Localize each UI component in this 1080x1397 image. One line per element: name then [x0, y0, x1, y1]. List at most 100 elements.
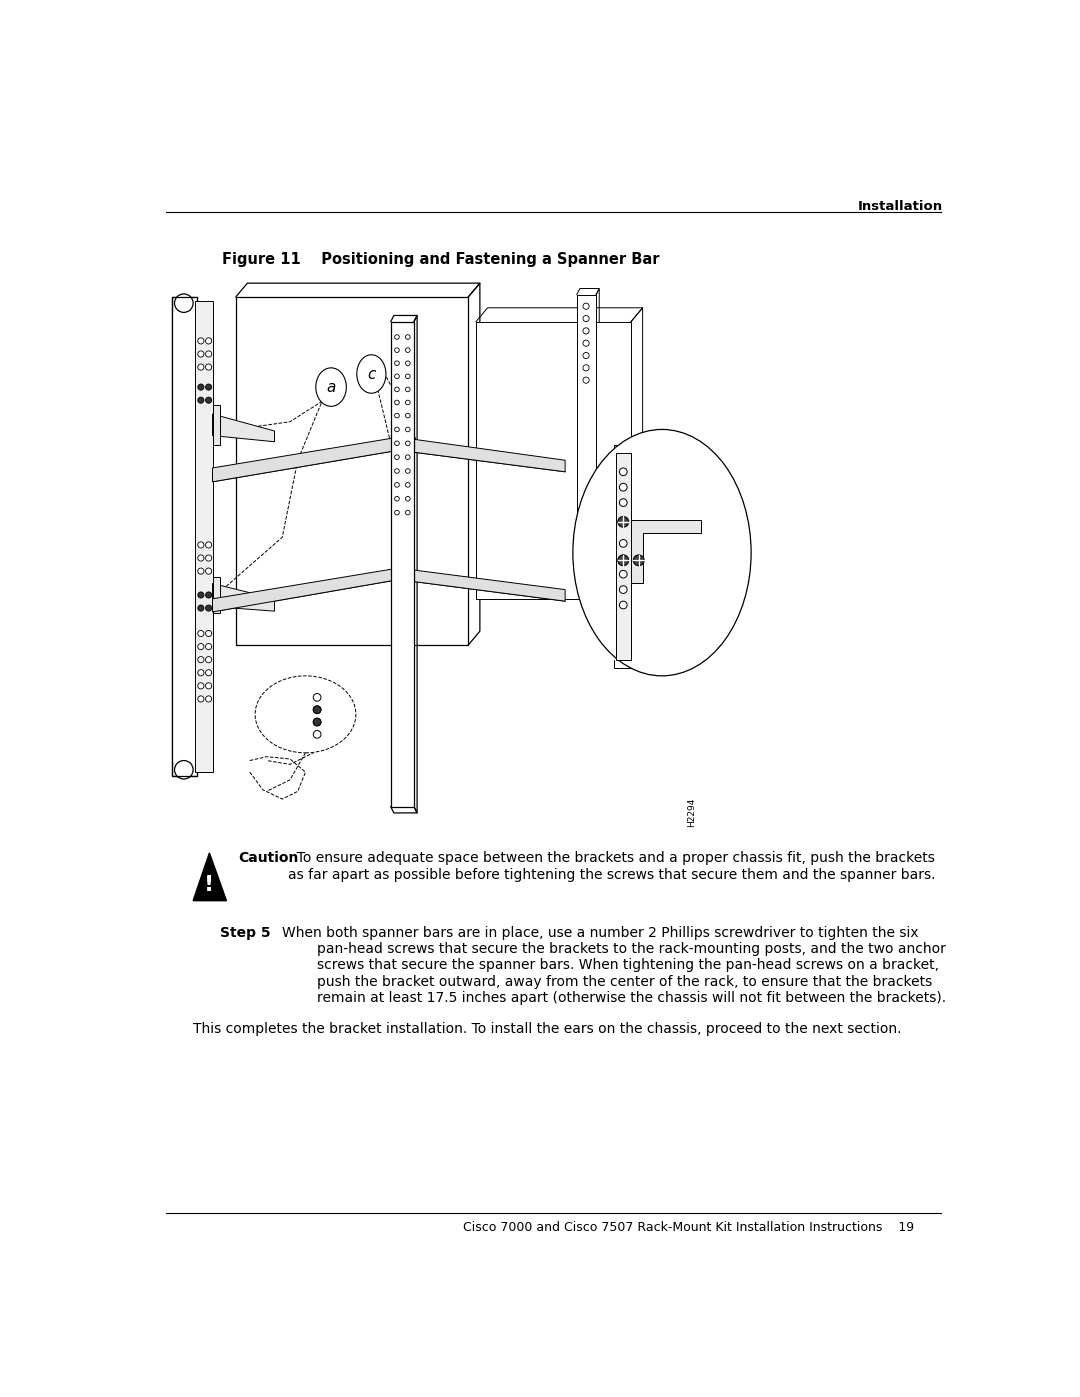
Circle shape	[583, 328, 590, 334]
Circle shape	[205, 683, 212, 689]
Circle shape	[198, 351, 204, 358]
Circle shape	[198, 384, 204, 390]
Circle shape	[405, 427, 410, 432]
Circle shape	[313, 705, 321, 714]
Circle shape	[394, 455, 400, 460]
Polygon shape	[193, 854, 227, 901]
Circle shape	[405, 496, 410, 502]
Circle shape	[205, 696, 212, 703]
Circle shape	[583, 352, 590, 359]
Circle shape	[618, 517, 629, 527]
Ellipse shape	[255, 676, 356, 753]
Circle shape	[205, 338, 212, 344]
Polygon shape	[577, 295, 596, 553]
Circle shape	[198, 397, 204, 404]
Circle shape	[619, 601, 627, 609]
Circle shape	[633, 555, 644, 566]
Circle shape	[619, 539, 627, 548]
Circle shape	[619, 499, 627, 507]
Polygon shape	[213, 405, 220, 444]
Circle shape	[198, 338, 204, 344]
Text: H2294: H2294	[687, 798, 696, 827]
Circle shape	[205, 542, 212, 548]
Text: When both spanner bars are in place, use a number 2 Phillips screwdriver to tigh: When both spanner bars are in place, use…	[282, 926, 946, 1004]
Circle shape	[198, 569, 204, 574]
Circle shape	[583, 339, 590, 346]
Text: Step 5: Step 5	[220, 926, 271, 940]
Circle shape	[583, 365, 590, 372]
Polygon shape	[213, 414, 274, 441]
Ellipse shape	[572, 429, 751, 676]
Circle shape	[394, 496, 400, 502]
Circle shape	[198, 669, 204, 676]
Circle shape	[198, 644, 204, 650]
Circle shape	[394, 360, 400, 366]
Circle shape	[405, 400, 410, 405]
Circle shape	[198, 592, 204, 598]
Circle shape	[198, 365, 204, 370]
Circle shape	[405, 335, 410, 339]
Text: !: !	[204, 876, 215, 895]
Circle shape	[205, 669, 212, 676]
Text: a: a	[326, 380, 336, 394]
Circle shape	[394, 400, 400, 405]
Circle shape	[619, 483, 627, 490]
Circle shape	[198, 605, 204, 610]
Circle shape	[394, 374, 400, 379]
Circle shape	[405, 387, 410, 391]
Circle shape	[313, 731, 321, 738]
Polygon shape	[213, 437, 565, 482]
Polygon shape	[235, 298, 469, 645]
Circle shape	[175, 293, 193, 313]
Circle shape	[313, 718, 321, 726]
Circle shape	[405, 360, 410, 366]
Circle shape	[619, 570, 627, 578]
Circle shape	[619, 555, 627, 563]
Circle shape	[205, 365, 212, 370]
Text: Figure 11    Positioning and Fastening a Spanner Bar: Figure 11 Positioning and Fastening a Sp…	[222, 253, 660, 267]
Circle shape	[394, 387, 400, 391]
Circle shape	[175, 760, 193, 780]
Polygon shape	[195, 300, 213, 773]
Circle shape	[405, 455, 410, 460]
Polygon shape	[172, 298, 197, 775]
Circle shape	[205, 605, 212, 610]
Circle shape	[198, 542, 204, 548]
Circle shape	[405, 482, 410, 488]
Circle shape	[394, 510, 400, 515]
Circle shape	[405, 441, 410, 446]
Polygon shape	[631, 520, 701, 584]
Circle shape	[394, 335, 400, 339]
Polygon shape	[213, 577, 220, 613]
Circle shape	[313, 718, 321, 726]
Circle shape	[198, 683, 204, 689]
Polygon shape	[172, 298, 197, 775]
Polygon shape	[616, 453, 631, 661]
Circle shape	[405, 348, 410, 352]
Circle shape	[405, 374, 410, 379]
Circle shape	[205, 555, 212, 562]
Polygon shape	[213, 569, 565, 612]
Circle shape	[313, 693, 321, 701]
Circle shape	[405, 469, 410, 474]
Circle shape	[198, 555, 204, 562]
Circle shape	[205, 644, 212, 650]
Circle shape	[198, 630, 204, 637]
Circle shape	[198, 657, 204, 662]
Circle shape	[205, 592, 212, 598]
Circle shape	[394, 441, 400, 446]
Circle shape	[394, 414, 400, 418]
Text: b: b	[681, 451, 691, 467]
Circle shape	[405, 510, 410, 515]
Circle shape	[205, 569, 212, 574]
Circle shape	[618, 555, 629, 566]
Circle shape	[205, 384, 212, 390]
Circle shape	[619, 585, 627, 594]
Circle shape	[394, 427, 400, 432]
Text: Installation: Installation	[858, 200, 943, 212]
Circle shape	[198, 696, 204, 703]
Circle shape	[205, 657, 212, 662]
Circle shape	[205, 351, 212, 358]
Circle shape	[619, 468, 627, 475]
Circle shape	[583, 316, 590, 321]
